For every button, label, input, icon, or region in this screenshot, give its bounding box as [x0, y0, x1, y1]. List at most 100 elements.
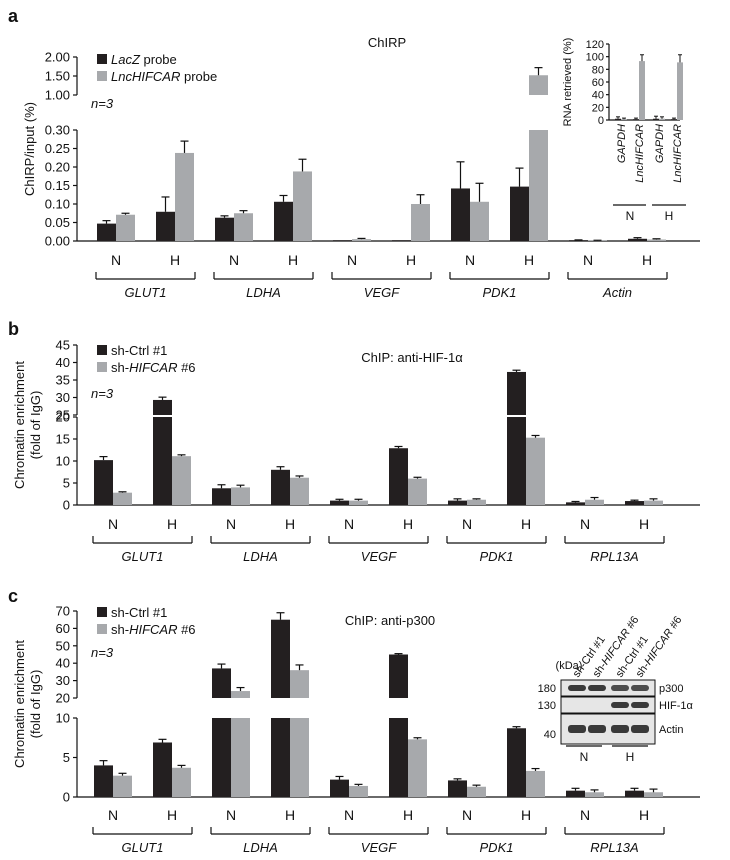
y-tick-label: 0.00 [45, 234, 70, 249]
y-tick-label: 0.15 [45, 178, 70, 193]
legend-label: LncHIFCAR probe [111, 69, 217, 84]
bar [330, 779, 349, 797]
y-axis-label: (fold of IgG) [28, 391, 43, 460]
x-tick-label: H [642, 252, 652, 268]
bar [349, 785, 368, 797]
bar [628, 238, 647, 241]
y-tick-label: 50 [56, 638, 70, 653]
bar [231, 691, 250, 698]
blot-band [588, 725, 606, 733]
x-tick-label: N [226, 516, 236, 532]
bar [116, 214, 135, 241]
blot-band [631, 702, 649, 708]
bar [451, 188, 470, 241]
y-tick-label: 40 [56, 656, 70, 671]
bar [113, 492, 132, 505]
blot-band [631, 725, 649, 733]
y-axis-label: Chromatin enrichment [12, 361, 27, 489]
x-tick-label: N [580, 807, 590, 823]
blot-band [588, 685, 606, 691]
legend-label: LacZ probe [111, 52, 177, 67]
bar [290, 670, 309, 698]
y-tick-label: 0.30 [45, 123, 70, 138]
group-label: GLUT1 [122, 840, 164, 855]
y-axis-label: ChIRP/input (%) [22, 102, 37, 196]
bar [392, 240, 411, 241]
group-label: VEGF [361, 840, 397, 855]
group-label: RPL13A [590, 840, 638, 855]
bar [389, 654, 408, 698]
bar [585, 499, 604, 505]
bar [156, 211, 175, 241]
x-tick-label: N [111, 252, 121, 268]
inset-bar [633, 119, 639, 120]
y-tick-label: 10 [56, 711, 70, 726]
inset-condition-label: H [665, 209, 674, 223]
x-tick-label: N [465, 252, 475, 268]
x-tick-label: N [462, 807, 472, 823]
bar [231, 487, 250, 505]
bar [293, 171, 312, 241]
y-tick-label: 0.10 [45, 197, 70, 212]
x-tick-label: N [580, 516, 590, 532]
group-label: Actin [602, 285, 632, 300]
bar [448, 500, 467, 505]
chart-title: ChIP: anti-p300 [345, 613, 435, 628]
panel-letter: b [8, 319, 19, 339]
y-tick-label: 10 [56, 454, 70, 469]
x-tick-label: H [170, 252, 180, 268]
x-tick-label: H [167, 516, 177, 532]
bar [212, 488, 231, 505]
bar [215, 217, 234, 241]
blot-unit-label: (kDa) [556, 660, 583, 672]
panel-letter: a [8, 6, 19, 26]
bar [625, 501, 644, 505]
blot-strip [560, 679, 656, 697]
legend-swatch [97, 362, 107, 372]
inset-y-axis-label: RNA retrieved (%) [562, 38, 574, 127]
group-label: PDK1 [483, 285, 517, 300]
y-tick-label: 2.00 [45, 50, 70, 65]
legend-swatch [97, 607, 107, 617]
western-blot: (kDa)sh-Ctrl #1sh-HIFCAR #6sh-Ctrl #1sh-… [538, 614, 694, 764]
y-tick-label: 20 [56, 691, 70, 706]
bar [507, 417, 526, 505]
group-label: PDK1 [480, 840, 514, 855]
x-tick-label: H [639, 807, 649, 823]
bar [94, 765, 113, 797]
x-tick-label: H [521, 807, 531, 823]
inset-y-tick-label: 40 [592, 90, 604, 102]
x-tick-label: H [524, 252, 534, 268]
bar [113, 775, 132, 797]
bar [172, 767, 191, 797]
inset-y-tick-label: 100 [586, 52, 604, 64]
blot-band [568, 685, 586, 691]
blot-protein-label: Actin [659, 724, 683, 736]
y-tick-label: 70 [56, 604, 70, 619]
bar [389, 448, 408, 505]
blot-marker-label: 130 [538, 700, 556, 712]
inset-y-tick-label: 80 [592, 64, 604, 76]
inset-y-tick-label: 0 [598, 115, 604, 127]
bar [529, 130, 548, 241]
y-tick-label: 30 [56, 673, 70, 688]
x-tick-label: N [226, 807, 236, 823]
x-tick-label: H [288, 252, 298, 268]
group-label: PDK1 [480, 549, 514, 564]
x-tick-label: N [462, 516, 472, 532]
n-label: n=3 [91, 645, 114, 660]
y-tick-label: 45 [56, 338, 70, 353]
x-tick-label: H [403, 516, 413, 532]
group-label: LDHA [243, 549, 278, 564]
bar [411, 204, 430, 241]
legend-label: sh-Ctrl #1 [111, 605, 167, 620]
bar [566, 502, 585, 505]
blot-marker-label: 40 [544, 729, 556, 741]
bar [271, 619, 290, 698]
inset-x-tick-label: LncHIFCAR [634, 124, 646, 183]
inset-y-tick-label: 60 [592, 77, 604, 89]
inset-y-tick-label: 20 [592, 102, 604, 114]
chart-title: ChIP: anti-HIF-1α [361, 350, 463, 365]
